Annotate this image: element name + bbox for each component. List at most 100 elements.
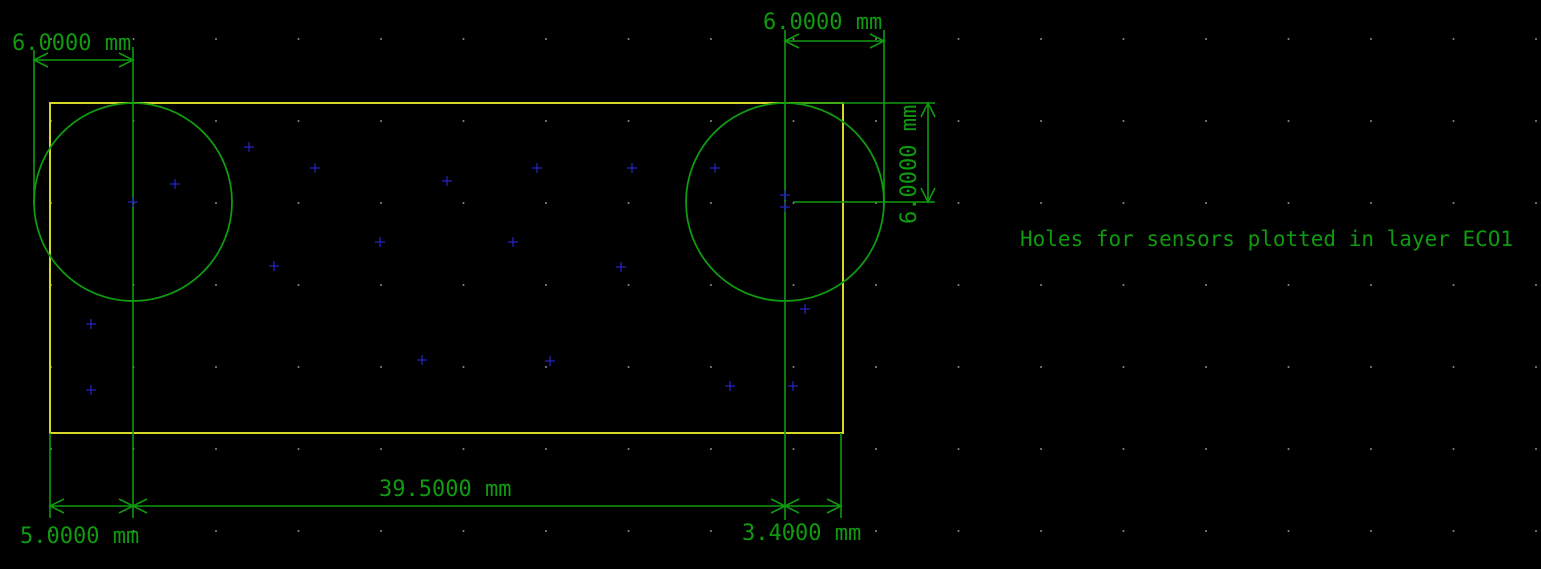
grid-dot <box>215 448 217 450</box>
marker-cross[interactable] <box>780 190 790 200</box>
dim-bottom-right-arrow-l <box>783 498 800 514</box>
grid-dot <box>297 530 300 532</box>
grid-dot <box>1122 448 1125 450</box>
grid-dot <box>710 202 712 204</box>
grid-dot <box>1122 366 1125 368</box>
grid-dot <box>792 38 795 40</box>
dim-top-left-label[interactable]: 6.0000 mm <box>12 31 131 56</box>
marker-cross[interactable] <box>170 179 180 189</box>
dim-vertical-label[interactable]: 6.0000 mm <box>897 105 922 224</box>
marker-cross[interactable] <box>86 319 96 329</box>
dim-bottom-right-arrow-r <box>826 498 843 514</box>
grid-dot <box>1040 120 1042 122</box>
dim-bottom-right-label[interactable]: 3.4000 mm <box>742 521 861 546</box>
grid-dot <box>710 284 712 286</box>
grid-dot <box>1040 530 1042 532</box>
grid-dot <box>957 366 960 368</box>
marker-cross[interactable] <box>269 261 279 271</box>
board-outline[interactable] <box>49 102 844 434</box>
grid-dot <box>1370 202 1372 204</box>
marker-cross[interactable] <box>800 304 810 314</box>
dim-bottom-middle-label[interactable]: 39.5000 mm <box>379 477 511 502</box>
grid-dot <box>380 202 382 204</box>
grid-dot <box>1040 284 1042 286</box>
marker-cross[interactable] <box>710 163 720 173</box>
marker-cross[interactable] <box>627 163 637 173</box>
grid-dot <box>1040 448 1042 450</box>
marker-cross[interactable] <box>788 381 798 391</box>
marker-cross[interactable] <box>508 237 518 247</box>
grid-dot <box>627 202 630 204</box>
grid-dot <box>545 448 547 450</box>
grid-dot <box>1370 366 1372 368</box>
grid-dot <box>380 530 382 532</box>
marker-cross[interactable] <box>616 262 626 272</box>
grid-dot <box>1452 366 1455 368</box>
marker-cross[interactable] <box>417 355 427 365</box>
grid-dot <box>710 448 712 450</box>
marker-cross[interactable] <box>128 197 138 207</box>
dim-bottom-middle-arrow-l <box>131 498 148 514</box>
marker-cross[interactable] <box>545 356 555 366</box>
marker-cross[interactable] <box>310 163 320 173</box>
grid-dot <box>875 530 877 532</box>
grid-dot <box>792 120 795 122</box>
marker-cross[interactable] <box>442 176 452 186</box>
sensor-markers <box>86 142 810 395</box>
marker-cross[interactable] <box>244 142 254 152</box>
grid-dot <box>1370 448 1372 450</box>
grid-dot <box>1452 448 1455 450</box>
grid-dot <box>1452 38 1455 40</box>
grid-dot <box>1535 38 1537 40</box>
grid-dot <box>875 284 877 286</box>
grid-dot <box>380 120 382 122</box>
grid-dot <box>462 38 465 40</box>
grid-dot <box>710 120 712 122</box>
grid-dot <box>1205 38 1207 40</box>
dim-top-right-label[interactable]: 6.0000 mm <box>763 10 882 35</box>
grid-dot <box>792 448 795 450</box>
marker-cross[interactable] <box>532 163 542 173</box>
grid-dot <box>627 284 630 286</box>
grid-dot <box>1205 530 1207 532</box>
grid-dot <box>297 284 300 286</box>
grid-dot <box>1205 448 1207 450</box>
grid-dot <box>627 366 630 368</box>
dim-bottom-left-label[interactable]: 5.0000 mm <box>20 524 139 549</box>
marker-cross[interactable] <box>375 237 385 247</box>
grid-dot <box>875 448 877 450</box>
grid-dot <box>545 120 547 122</box>
grid-dot <box>380 366 382 368</box>
grid-dot <box>627 38 630 40</box>
grid-dot <box>132 530 135 532</box>
grid-dot <box>1205 284 1207 286</box>
grid-dot <box>380 284 382 286</box>
grid-dot <box>1205 202 1207 204</box>
grid-dot <box>957 120 960 122</box>
grid-dot <box>462 366 465 368</box>
grid-dot <box>1040 366 1042 368</box>
marker-cross[interactable] <box>725 381 735 391</box>
grid-dot <box>627 120 630 122</box>
grid-dot <box>1535 530 1537 532</box>
grid-dot <box>545 38 547 40</box>
grid-dot <box>627 530 630 532</box>
grid-dot <box>1287 202 1290 204</box>
grid-dot <box>1287 448 1290 450</box>
grid-dot <box>1040 202 1042 204</box>
grid-dot <box>792 284 795 286</box>
grid-dot <box>1535 120 1537 122</box>
grid-dot <box>710 38 712 40</box>
grid-dot <box>1287 38 1290 40</box>
grid-dot <box>462 448 465 450</box>
note-text[interactable]: Holes for sensors plotted in layer ECO1 <box>1020 227 1513 251</box>
grid-dot <box>1287 120 1290 122</box>
grid-dot <box>1535 284 1537 286</box>
marker-cross[interactable] <box>86 385 96 395</box>
grid-dot <box>875 366 877 368</box>
marker-cross[interactable] <box>780 202 790 212</box>
grid-dot <box>462 120 465 122</box>
grid-dot <box>215 284 217 286</box>
grid-dot <box>1122 120 1125 122</box>
